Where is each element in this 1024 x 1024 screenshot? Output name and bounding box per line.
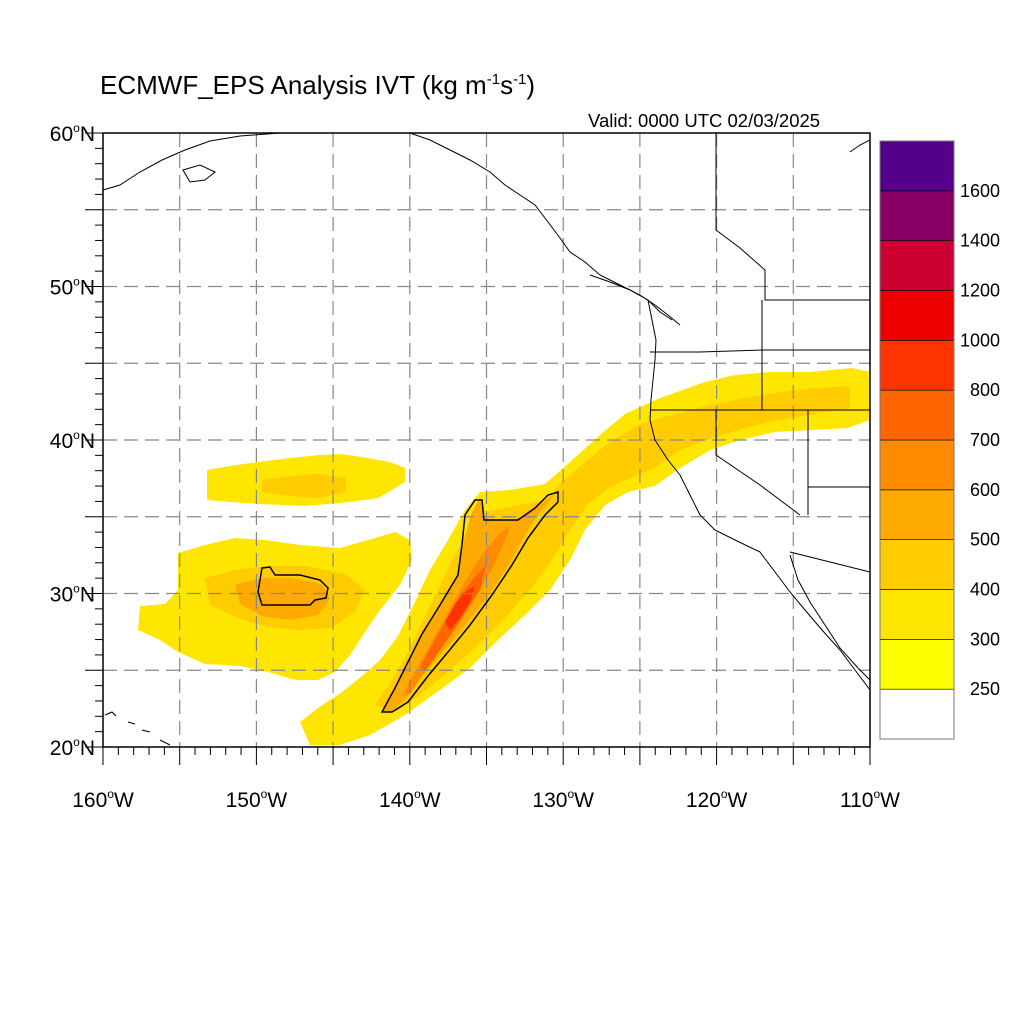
axis-labels: 60oN 50oN 40oN 30oN 20oN 160oW 150oW 140oW 130oW… [50, 121, 900, 812]
colorbar-swatch [879, 639, 955, 690]
colorbar-label: 300 [970, 629, 1000, 649]
colorbar-swatch [879, 688, 955, 740]
lat-label: 50oN [50, 275, 95, 300]
lat-label: 40oN [50, 428, 95, 453]
alaska-coastline [103, 133, 281, 191]
coastlines-and-borders [103, 133, 870, 746]
ivt-shading [138, 368, 870, 745]
lon-label: 160oW [72, 787, 134, 812]
graticule [103, 133, 870, 747]
colorbar-swatch [879, 389, 955, 441]
lon-label: 130oW [532, 787, 594, 812]
map-title: ECMWF_EPS Analysis IVT (kg m-1s-1) [100, 70, 536, 100]
colorbar-label: 500 [970, 530, 1000, 550]
colorbar-label: 1400 [960, 231, 1000, 251]
colorbar-label: 700 [970, 430, 1000, 450]
secondary-plume-500-contour [257, 566, 329, 606]
colorbar-label: 600 [970, 480, 1000, 500]
lat-label: 20oN [50, 735, 95, 760]
axis-ticks [85, 132, 871, 765]
lon-label: 120oW [686, 787, 748, 812]
colorbar-swatch [879, 439, 955, 491]
colorbar-label: 400 [970, 580, 1000, 600]
hawaii-islands [104, 711, 171, 746]
nevada-california-border [715, 410, 801, 516]
canada-province-border [715, 133, 870, 301]
colorbar-swatch [879, 290, 955, 341]
colorbar-swatch [879, 240, 955, 291]
lon-label: 150oW [226, 787, 288, 812]
ivt-500-contours [257, 490, 559, 713]
colorbar-frame [879, 140, 955, 740]
colorbar-label: 1600 [960, 181, 1000, 201]
lon-label: 140oW [379, 787, 441, 812]
pacific-northwest-coast [647, 299, 870, 691]
atmospheric-river-core [445, 586, 475, 630]
colorbar-swatch [879, 539, 955, 590]
baja-california-coast [789, 554, 870, 681]
colorbar-swatch [879, 340, 955, 391]
colorbar-label: 800 [970, 380, 1000, 400]
us-canada-border [650, 349, 870, 353]
colorbar-label: 1000 [960, 330, 1000, 350]
lat-label: 60oN [50, 121, 95, 146]
atmospheric-river-500-contour [380, 490, 559, 713]
northern-band-core [262, 474, 346, 498]
colorbar-swatch [879, 190, 955, 241]
colorbar-label: 1200 [960, 281, 1000, 301]
colorbar-swatch [879, 140, 955, 192]
colorbar-label: 250 [970, 679, 1000, 699]
colorbar-swatch [879, 489, 955, 540]
lat-label: 30oN [50, 582, 95, 607]
vancouver-island-coast [589, 274, 673, 321]
colorbar-swatch [879, 589, 955, 640]
lon-label: 110oW [840, 787, 900, 812]
mexico-border [789, 551, 870, 573]
valid-time-label: Valid: 0000 UTC 02/03/2025 [588, 110, 821, 131]
bering-island-outline [182, 164, 216, 183]
ivt-colorbar: 250 300 400 500 600 700 800 1000 1200 1400 1600 [879, 140, 1000, 740]
hudson-bay-edge [849, 139, 870, 153]
